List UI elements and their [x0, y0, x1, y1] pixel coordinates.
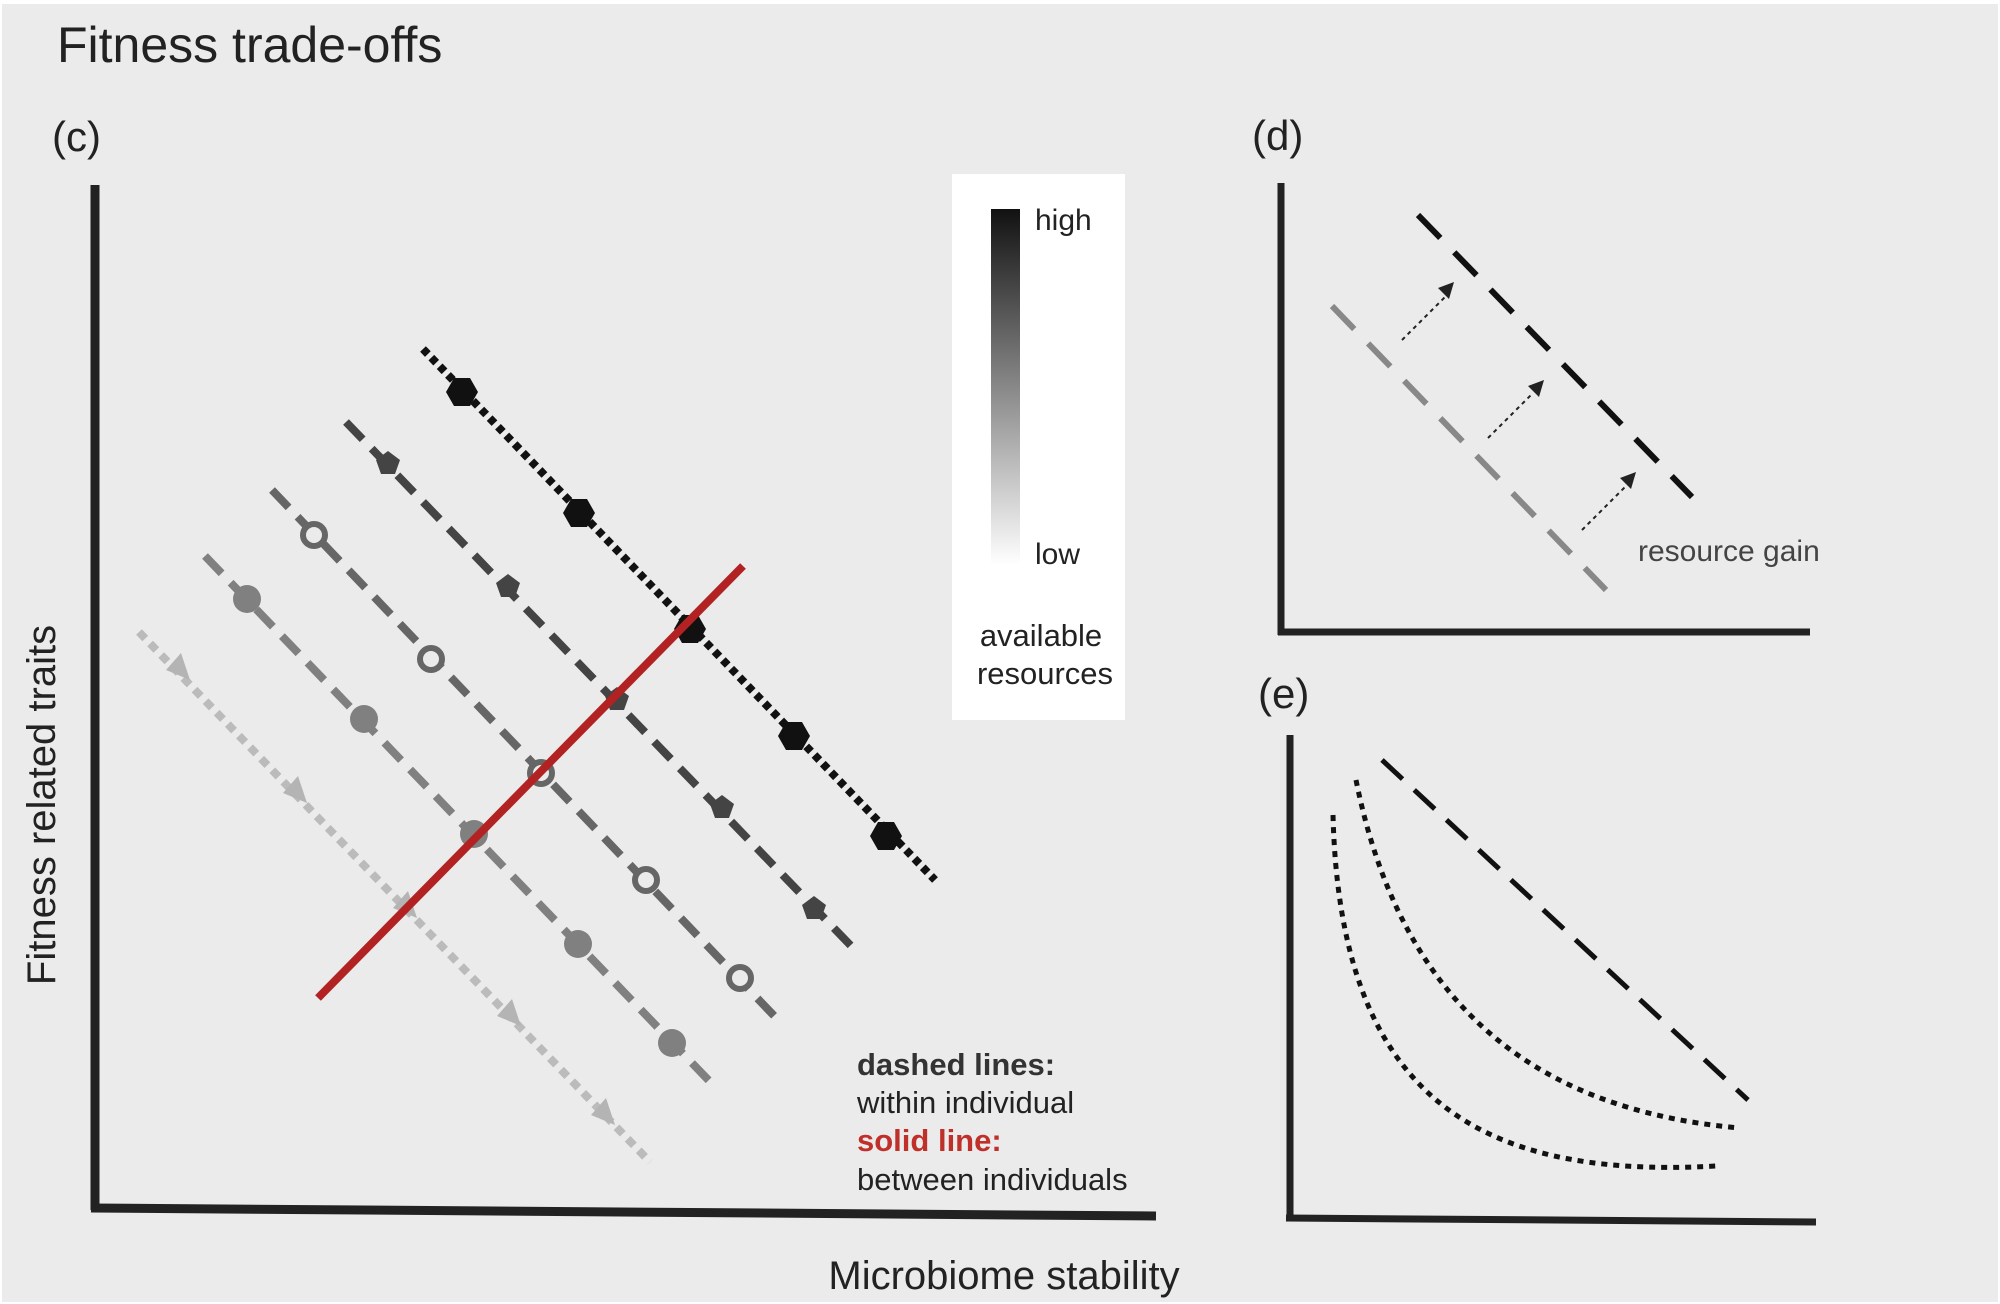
panel-d: (d) resource gain: [1252, 112, 1820, 636]
solid-line-text: between individuals: [857, 1162, 1128, 1197]
gain-arrowhead: [1528, 380, 1544, 397]
dashed-lines-heading: dashed lines:: [857, 1047, 1055, 1082]
hexagon-marker: [778, 722, 810, 750]
tradeoff-line-highest-resources: [420, 346, 938, 883]
open-circle-marker: [632, 866, 660, 894]
filled-circle-marker: [658, 1029, 686, 1057]
pentagon-marker: [802, 896, 826, 919]
gain-arrowhead: [1438, 282, 1454, 299]
linear-tradeoff-curve: [1380, 758, 1750, 1102]
solid-line-heading: solid line:: [857, 1123, 1002, 1158]
filled-circle-marker: [233, 585, 261, 613]
hexagon-marker: [870, 822, 902, 850]
open-circle-marker: [417, 645, 445, 673]
resource-legend-caption-line2: resources: [977, 656, 1113, 691]
panel-c-y-axis-label: Fitness related traits: [20, 625, 64, 985]
dashed-lines-text: within individual: [856, 1085, 1074, 1120]
resource-gradient-bar: [991, 209, 1020, 565]
tradeoff-line-lowest-resources: [136, 629, 653, 1165]
open-circle-marker: [300, 521, 328, 549]
resource-legend-box: [952, 174, 1125, 720]
hexagon-marker: [446, 378, 478, 406]
gain-arrow: [1401, 294, 1448, 341]
panel-c-label: (c): [52, 113, 101, 160]
open-circle-marker: [726, 964, 754, 992]
lower-resource-line: [1329, 303, 1609, 593]
resource-legend-caption-line1: available: [980, 618, 1102, 653]
pentagon-marker: [496, 574, 520, 597]
panel-c-x-axis: [90, 1203, 1157, 1221]
higher-resource-line: [1415, 212, 1695, 500]
triangle-marker: [166, 653, 190, 680]
resource-legend-high: high: [1035, 204, 1092, 237]
panel-e-label: (e): [1258, 670, 1309, 717]
triangle-marker: [283, 776, 307, 803]
triangle-marker: [497, 999, 521, 1026]
pentagon-marker: [376, 451, 400, 474]
gain-arrow: [1581, 484, 1628, 531]
panel-e: (e): [1258, 670, 1817, 1226]
gain-arrow: [1487, 392, 1534, 439]
resource-gain-arrows: [1401, 282, 1636, 531]
pentagon-marker: [710, 795, 734, 818]
between-individuals-line: [315, 563, 746, 1001]
figure-title: Fitness trade-offs: [57, 17, 442, 73]
gain-arrowhead: [1620, 472, 1636, 489]
strongly-concave-tradeoff-curve: [1330, 814, 1717, 1170]
triangle-marker: [591, 1098, 615, 1125]
hexagon-marker: [563, 499, 595, 527]
panel-d-label: (d): [1252, 112, 1303, 159]
line-type-note: dashed lines: within individual solid li…: [856, 1047, 1128, 1197]
tradeoff-line-low-resources: [202, 553, 719, 1091]
panel-c-x-axis-label: Microbiome stability: [828, 1254, 1179, 1298]
concave-tradeoff-curve: [1353, 779, 1741, 1131]
resource-legend-low: low: [1035, 538, 1080, 571]
resource-gain-label: resource gain: [1638, 535, 1820, 568]
panel-c: (c) Fitness related traits Microbiome st…: [20, 113, 1180, 1298]
filled-circle-marker: [564, 930, 592, 958]
tradeoff-line-high-resources: [343, 419, 858, 953]
resource-legend: high low available resources: [952, 174, 1125, 720]
panel-e-x-axis: [1285, 1214, 1817, 1226]
hexagon-marker: [674, 615, 706, 643]
filled-circle-marker: [350, 705, 378, 733]
